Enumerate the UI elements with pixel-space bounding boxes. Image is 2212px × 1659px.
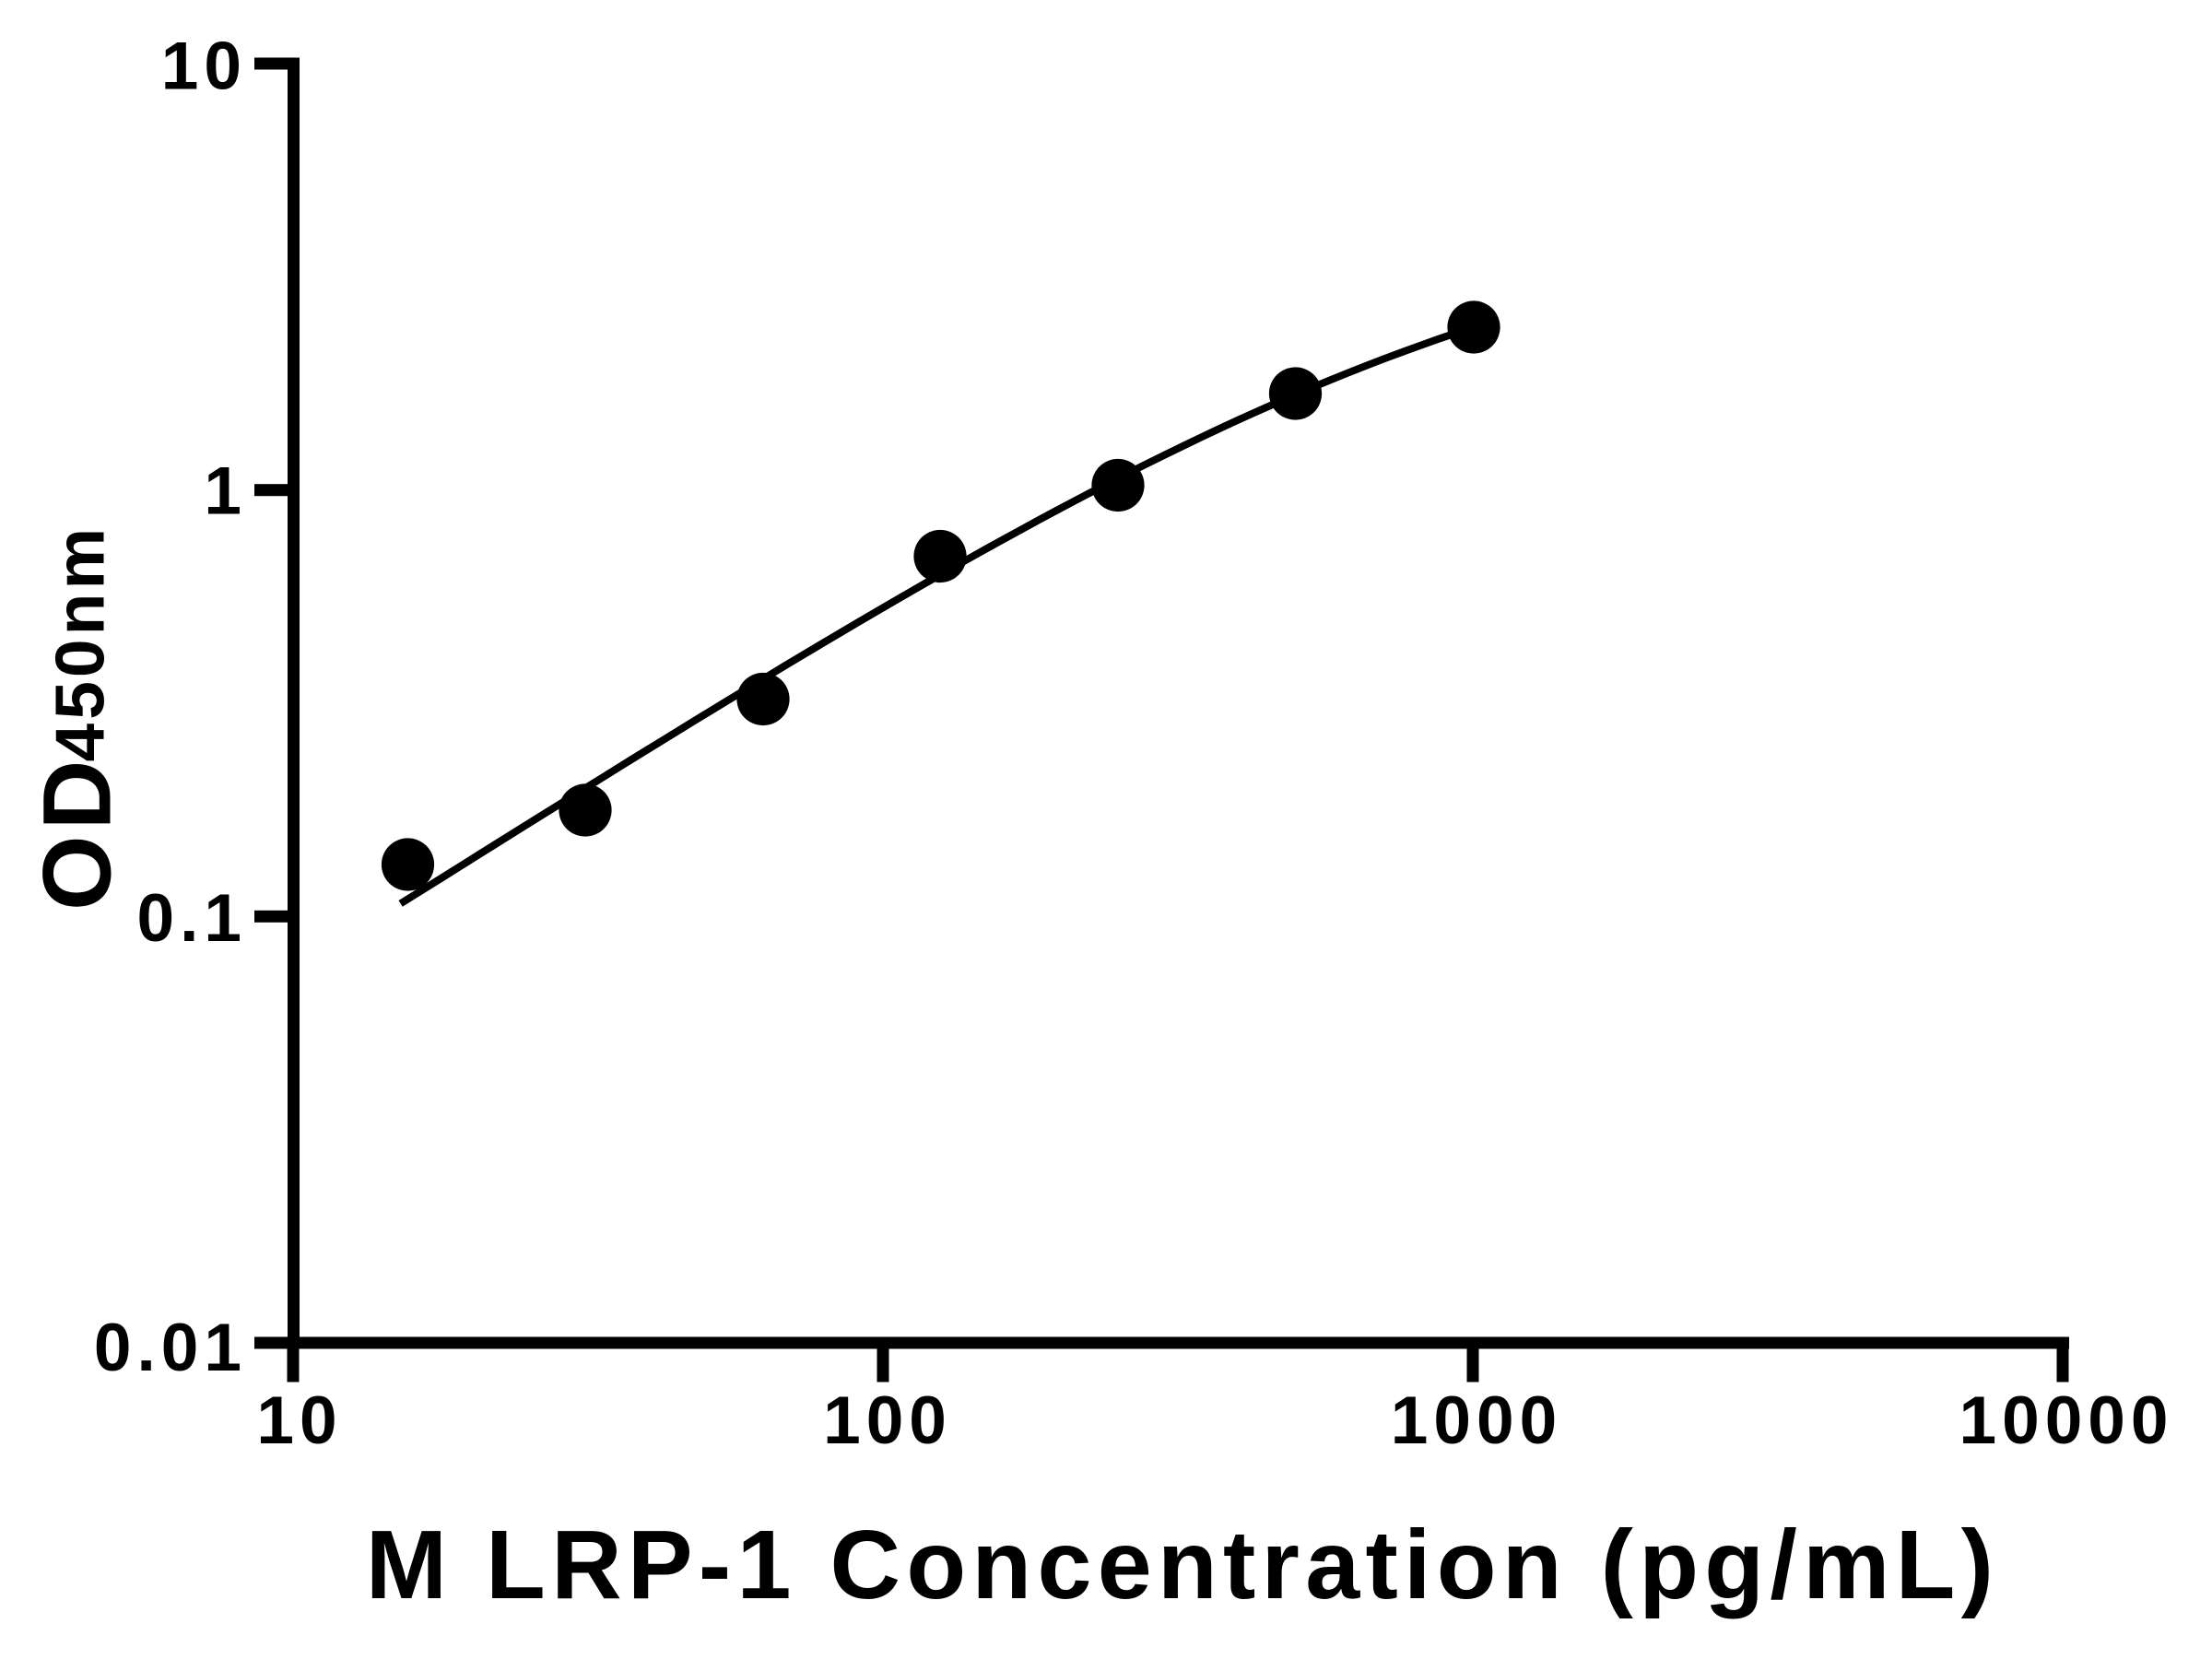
svg-text:10: 10 <box>161 29 247 104</box>
svg-text:0.01: 0.01 <box>94 1311 247 1385</box>
svg-text:10000: 10000 <box>1959 1383 2174 1458</box>
svg-text:0.1: 0.1 <box>137 881 247 956</box>
svg-text:OD450nm: OD450nm <box>24 524 132 911</box>
svg-text:M LRP-1 Concentration (pg/mL): M LRP-1 Concentration (pg/mL) <box>366 1511 2000 1619</box>
svg-text:10: 10 <box>256 1383 342 1458</box>
svg-text:100: 100 <box>823 1383 952 1458</box>
svg-text:1: 1 <box>204 454 247 529</box>
svg-text:1000: 1000 <box>1391 1383 1562 1458</box>
